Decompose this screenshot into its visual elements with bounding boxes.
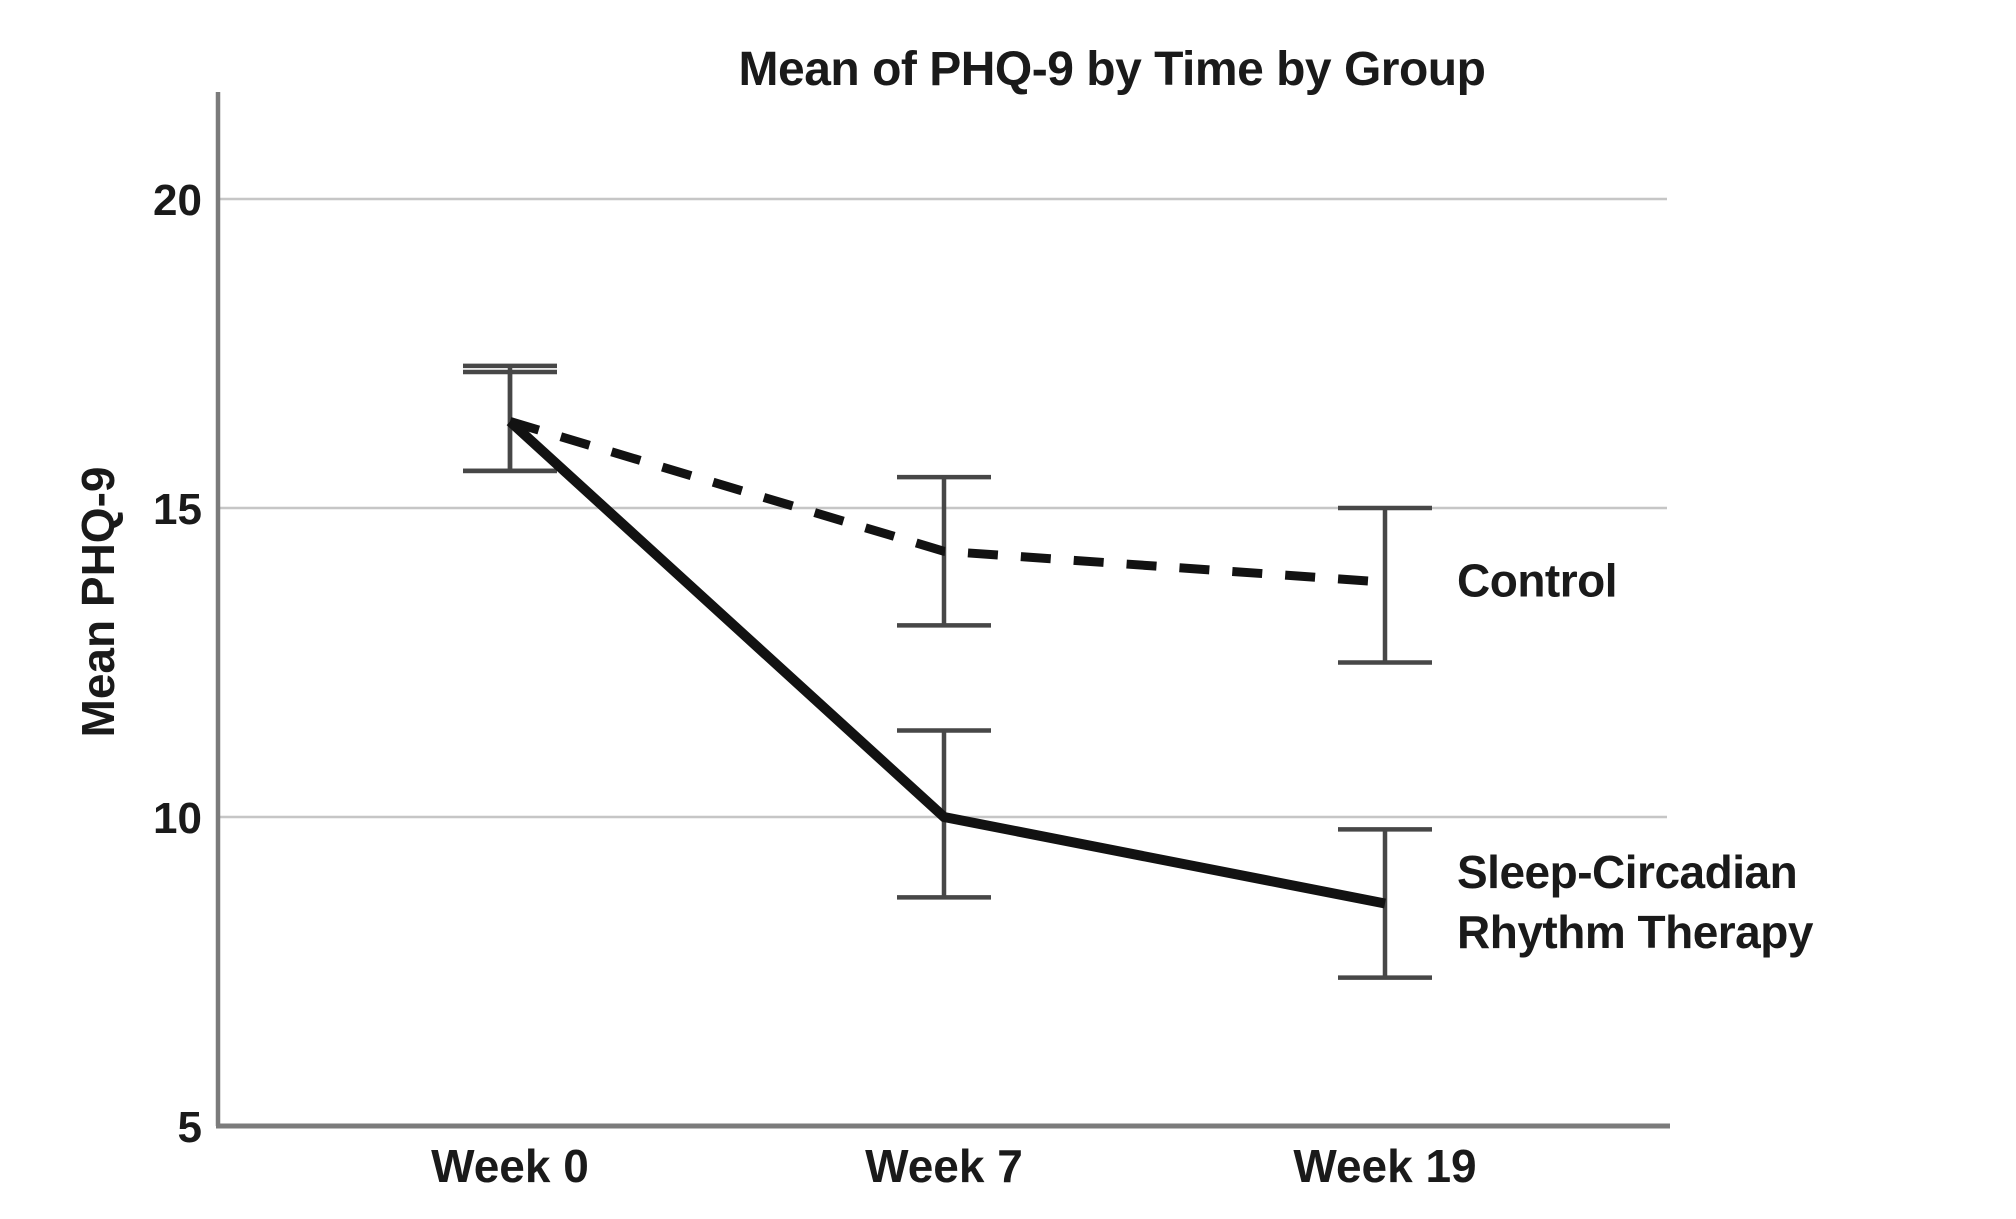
error-bar-control-2 bbox=[1338, 505, 1432, 665]
axis-layer bbox=[215, 92, 1670, 1129]
chart-title: Mean of PHQ-9 by Time by Group bbox=[739, 43, 1486, 96]
series-line-control bbox=[508, 417, 1386, 587]
x-tick-label-week-7: Week 7 bbox=[865, 1140, 1023, 1192]
x-tick-label-week-0: Week 0 bbox=[431, 1140, 589, 1192]
error-bar-sleep-circadian-rhythm-therapy-0 bbox=[463, 363, 557, 474]
x-tick-label-layer: Week 0 Week 7 Week 19 bbox=[431, 1140, 1476, 1192]
y-tick-label-15: 15 bbox=[153, 485, 202, 534]
y-axis-label: Mean PHQ-9 bbox=[72, 467, 124, 738]
series-label-layer: Control Sleep-Circadian Rhythm Therapy bbox=[1457, 555, 1814, 958]
series-label-control: Control bbox=[1457, 555, 1617, 607]
y-tick-label-20: 20 bbox=[153, 176, 202, 225]
series-line-layer bbox=[506, 417, 1386, 909]
series-label-sleep-circadian-rhythm-therapy-line-2: Rhythm Therapy bbox=[1457, 906, 1814, 958]
x-tick-label-week-19: Week 19 bbox=[1293, 1140, 1476, 1192]
y-tick-label-10: 10 bbox=[153, 794, 202, 843]
y-tick-label-layer: 5 10 15 20 bbox=[153, 176, 202, 1152]
y-tick-label-5: 5 bbox=[178, 1103, 202, 1152]
series-label-sleep-circadian-rhythm-therapy-line-1: Sleep-Circadian bbox=[1457, 846, 1797, 898]
series-line-sleep-circadian-rhythm-therapy bbox=[506, 417, 1386, 909]
